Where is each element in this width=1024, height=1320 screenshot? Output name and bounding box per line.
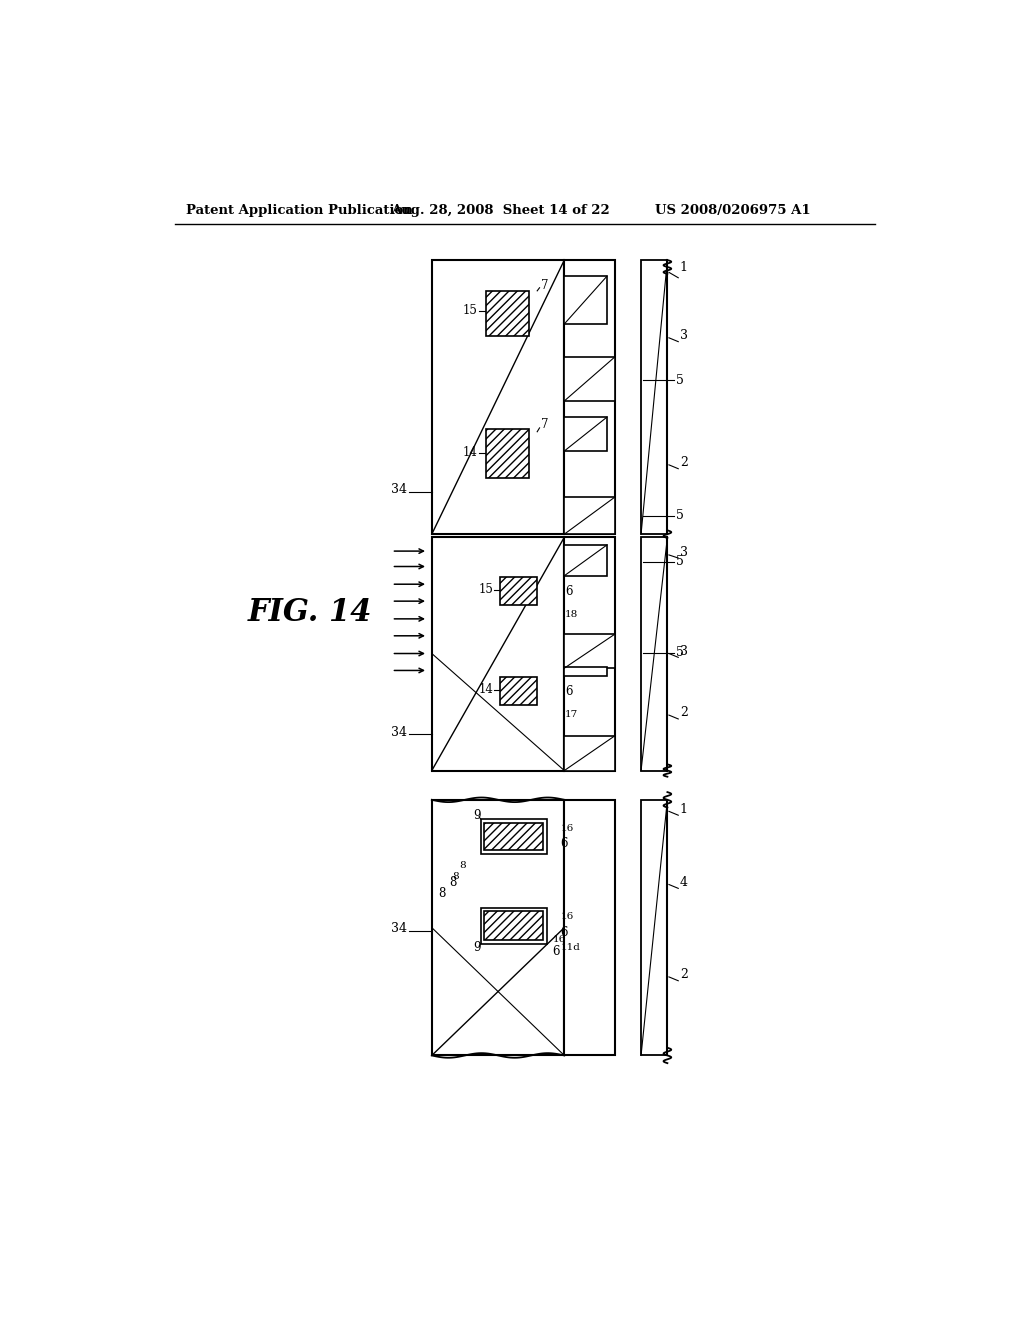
Bar bbox=[500, 677, 538, 705]
Text: 17: 17 bbox=[565, 710, 579, 719]
Text: 2: 2 bbox=[680, 706, 688, 719]
Text: Patent Application Publication: Patent Application Publication bbox=[186, 205, 413, 218]
Text: 4: 4 bbox=[680, 875, 688, 888]
Bar bbox=[486, 429, 528, 478]
Text: 18: 18 bbox=[565, 562, 579, 572]
Bar bbox=[500, 577, 538, 605]
Bar bbox=[564, 417, 607, 451]
Bar bbox=[483, 822, 544, 850]
Text: 1: 1 bbox=[680, 261, 688, 275]
Bar bbox=[432, 260, 564, 535]
Bar bbox=[432, 800, 564, 1056]
Text: 6: 6 bbox=[565, 585, 572, 598]
Bar bbox=[564, 498, 614, 535]
Text: 34: 34 bbox=[391, 921, 407, 935]
Text: 3: 3 bbox=[680, 329, 688, 342]
Text: 16: 16 bbox=[553, 936, 566, 944]
Text: Aug. 28, 2008  Sheet 14 of 22: Aug. 28, 2008 Sheet 14 of 22 bbox=[391, 205, 610, 218]
Text: 16: 16 bbox=[560, 912, 573, 921]
Bar bbox=[641, 800, 668, 1056]
Bar bbox=[564, 260, 614, 535]
Text: 2: 2 bbox=[680, 968, 688, 981]
Text: 8: 8 bbox=[460, 861, 466, 870]
Text: 8: 8 bbox=[450, 875, 457, 888]
Bar bbox=[641, 260, 668, 535]
Bar bbox=[564, 800, 614, 1056]
Text: 7: 7 bbox=[541, 279, 549, 292]
Text: 5: 5 bbox=[676, 510, 684, 523]
Text: 6: 6 bbox=[553, 945, 560, 958]
Text: 14: 14 bbox=[479, 684, 494, 696]
Bar bbox=[564, 545, 607, 576]
Text: 34: 34 bbox=[391, 726, 407, 739]
Bar bbox=[486, 290, 528, 335]
Text: 6: 6 bbox=[560, 925, 568, 939]
Text: 15: 15 bbox=[479, 583, 494, 597]
Text: 5: 5 bbox=[676, 374, 684, 387]
Text: 17: 17 bbox=[565, 664, 579, 673]
Bar bbox=[564, 358, 614, 401]
Bar bbox=[432, 537, 564, 771]
Text: 6: 6 bbox=[565, 685, 572, 698]
Text: 5: 5 bbox=[676, 647, 684, 659]
Text: 6: 6 bbox=[560, 837, 568, 850]
Text: 5: 5 bbox=[676, 556, 684, 569]
Bar bbox=[564, 537, 614, 771]
Text: 18: 18 bbox=[565, 610, 579, 619]
Text: 14: 14 bbox=[463, 446, 477, 459]
Text: 1: 1 bbox=[680, 803, 688, 816]
Text: 3: 3 bbox=[680, 644, 688, 657]
Bar bbox=[564, 276, 607, 323]
Bar bbox=[483, 911, 544, 940]
Text: US 2008/0206975 A1: US 2008/0206975 A1 bbox=[655, 205, 811, 218]
Text: 8: 8 bbox=[452, 871, 459, 880]
Text: FIG. 14: FIG. 14 bbox=[248, 597, 373, 628]
Bar bbox=[564, 667, 607, 676]
Bar bbox=[480, 908, 547, 944]
Text: 3: 3 bbox=[680, 546, 688, 560]
Bar bbox=[564, 737, 614, 771]
Text: 11d: 11d bbox=[560, 944, 581, 952]
Text: 8: 8 bbox=[438, 887, 445, 900]
Bar bbox=[480, 818, 547, 854]
Text: 9: 9 bbox=[473, 809, 480, 822]
Text: 34: 34 bbox=[391, 483, 407, 496]
Text: 16: 16 bbox=[560, 824, 573, 833]
Text: 2: 2 bbox=[680, 455, 688, 469]
Bar bbox=[564, 635, 614, 668]
Text: 15: 15 bbox=[463, 305, 477, 317]
Text: 7: 7 bbox=[541, 418, 549, 432]
Bar bbox=[641, 537, 668, 771]
Text: 9: 9 bbox=[473, 941, 480, 954]
